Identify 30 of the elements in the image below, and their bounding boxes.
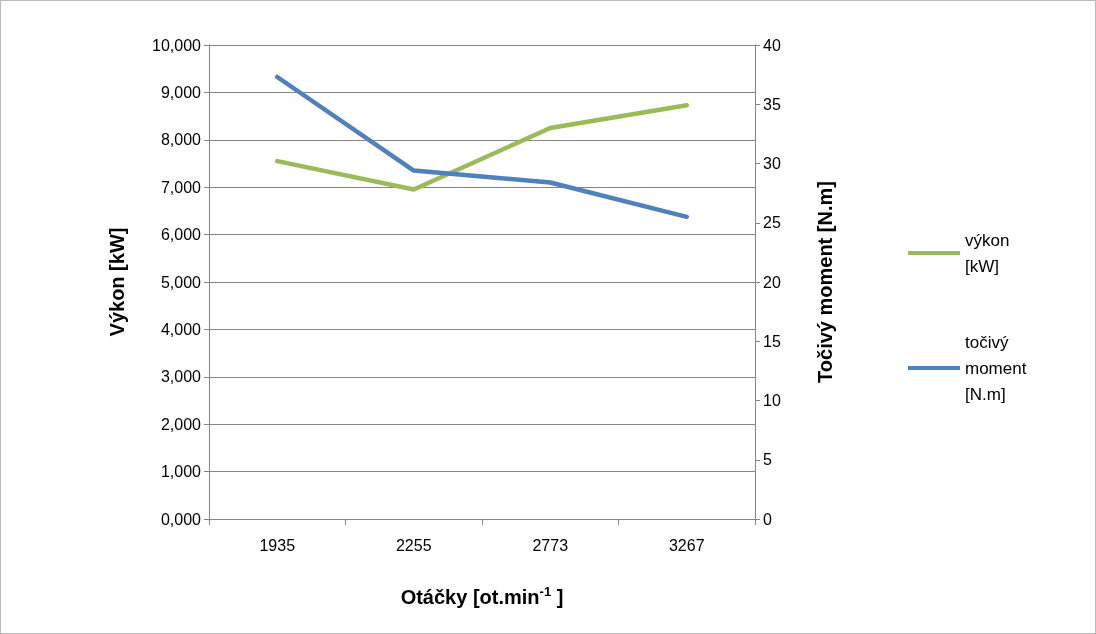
y-tick-label: 7,000 <box>160 178 202 196</box>
y-tick-label: 0,000 <box>160 510 202 528</box>
y-tick-label: 6,000 <box>160 226 202 244</box>
y2-tick-label: 10 <box>763 392 781 409</box>
y-tick-label: 5,000 <box>160 273 202 291</box>
y2-tick-label: 15 <box>763 332 781 350</box>
y-tick-label: 1,000 <box>160 463 202 481</box>
legend-label: výkon [kW] <box>965 230 1015 276</box>
y-axis-title: Výkon [kW] <box>106 227 128 337</box>
x-tick-label: 2773 <box>532 536 569 554</box>
y2-tick-label: 25 <box>763 214 781 232</box>
y-tick-label: 4,000 <box>160 320 202 338</box>
y2-tick-label: 30 <box>763 155 781 172</box>
y2-tick-label: 5 <box>763 451 772 469</box>
y-tick-label: 9,000 <box>160 83 202 101</box>
y-tick-label: 8,000 <box>160 131 202 149</box>
y-tick-label: 10,000 <box>152 36 202 54</box>
legend-label: točivý moment [N.m] <box>965 332 1032 404</box>
x-tick-label: 3267 <box>668 536 705 554</box>
line-series <box>275 74 689 220</box>
y-tick-label: 2,000 <box>160 415 202 433</box>
y2-tick-label: 40 <box>763 36 781 54</box>
y2-tick-label: 0 <box>763 510 772 528</box>
y2-tick-label: 35 <box>763 95 781 113</box>
line-series <box>275 102 689 192</box>
y2-axis-title: Točivý moment [N.m] <box>814 181 836 383</box>
y-tick-label: 3,000 <box>160 368 202 386</box>
x-tick-label: 1935 <box>259 536 296 554</box>
y2-tick-label: 20 <box>763 273 781 291</box>
x-tick-label: 2255 <box>395 536 432 554</box>
